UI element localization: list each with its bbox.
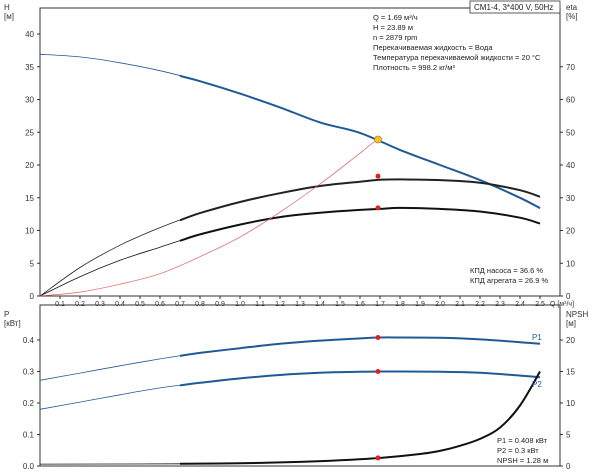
top-series-H-duty-line [179, 74, 541, 210]
duty-point-P1-marker [375, 334, 381, 340]
chart-title: CM1-4, 3*400 V, 50Hz [474, 3, 553, 12]
top-ytick-left-label: 5 [30, 259, 35, 268]
duty-point-P2-marker [375, 369, 381, 374]
top-ytick-right-label: 30 [566, 194, 575, 203]
top-series-eta_unit-duty-line [179, 206, 541, 242]
bottom-info-line: P1 = 0.408 кВт [497, 436, 548, 445]
info-line: H = 23.89 м [373, 23, 413, 32]
top-series-system-line [39, 136, 381, 297]
xtick-label: 1.6 [355, 301, 365, 308]
xtick-label: 0.3 [95, 301, 105, 308]
bottom-series-P2-duty-line [179, 370, 541, 387]
series-label-P2: P2 [532, 380, 542, 389]
xtick-label: 0.4 [115, 301, 125, 308]
xtick-label: 0.1 [55, 301, 65, 308]
top-ylabel-left-unit: [м] [4, 12, 14, 21]
xtick-label: 2.3 [495, 301, 505, 308]
eta-info-line: КПД агрегата = 26.9 % [470, 276, 548, 285]
info-line: Q = 1.69 м³/ч [373, 13, 418, 22]
top-series-eta_unit-line [39, 207, 541, 297]
bottom-ylabel-left-unit: [кВт] [4, 319, 21, 328]
xtick-label: 0.9 [215, 301, 225, 308]
top-ytick-right-label: 0 [566, 292, 571, 301]
bottom-ytick-right-label: 5 [566, 431, 571, 440]
top-ylabel-right: eta [566, 3, 578, 12]
bottom-ytick-left-label: 0.0 [23, 462, 35, 471]
xtick-label: 1.4 [315, 301, 325, 308]
top-ytick-left-label: 25 [25, 128, 34, 137]
top-ytick-right-label: 60 [566, 96, 575, 105]
xtick-label: 0.8 [195, 301, 205, 308]
bottom-ylabel-right-unit: [м] [566, 319, 576, 328]
xtick-label: 2.5 [535, 301, 545, 308]
xtick-label: 1.5 [335, 301, 345, 308]
bottom-info-line: NPSH = 1.28 м [497, 456, 548, 465]
bottom-info-line: P2 = 0.3 кВт [497, 446, 539, 455]
top-series-H-line [39, 53, 541, 209]
top-ytick-left-label: 30 [25, 96, 34, 105]
xtick-label: 0.2 [75, 301, 85, 308]
bottom-series-P2-line [39, 371, 541, 410]
bottom-ytick-right-label: 10 [566, 399, 575, 408]
xtick-label: 1.7 [375, 301, 385, 308]
bottom-ytick-right-label: 20 [566, 336, 575, 345]
duty-point-H-marker [374, 135, 382, 144]
info-line: Плотность = 998.2 кг/м³ [373, 63, 455, 72]
series-label-P1: P1 [532, 333, 542, 342]
bottom-series-NPSH-line [39, 371, 541, 465]
xtick-label: 1.0 [235, 301, 245, 308]
top-series-eta_pump-duty-line [179, 178, 541, 222]
bottom-ytick-left-label: 0.1 [23, 431, 35, 440]
top-series-eta_pump-line [39, 178, 541, 297]
top-ytick-right-label: 40 [566, 161, 575, 170]
bottom-ytick-left-label: 0.4 [23, 336, 35, 345]
top-ylabel-right-unit: [%] [566, 12, 578, 21]
xtick-label: 1.8 [395, 301, 405, 308]
top-ytick-right-label: 50 [566, 128, 575, 137]
xtick-label: 1.3 [295, 301, 305, 308]
top-ylabel-left: H [4, 3, 10, 12]
xtick-label: 2.2 [475, 301, 485, 308]
xtick-label: 0.7 [175, 301, 185, 308]
top-ytick-left-label: 15 [25, 194, 34, 203]
top-ytick-left-label: 0 [30, 292, 35, 301]
bottom-ylabel-left: P [4, 310, 9, 319]
xtick-label: 1.9 [415, 301, 425, 308]
top-ytick-left-label: 40 [25, 30, 34, 39]
bottom-series-P1-duty-line [179, 336, 541, 357]
xtick-label: 0.5 [135, 301, 145, 308]
top-ytick-left-label: 20 [25, 161, 34, 170]
bottom-ytick-left-label: 0.3 [23, 368, 35, 377]
xtick-label: 1.2 [275, 301, 285, 308]
bottom-series-NPSH-duty-line [179, 370, 541, 465]
bottom-ytick-right-label: 0 [566, 462, 571, 471]
info-line: Температура перекачиваемой жидкости = 20… [373, 53, 541, 62]
xtick-label: 1.1 [255, 301, 265, 308]
title-box [469, 0, 561, 14]
info-line: n = 2879 rpm [373, 33, 417, 42]
xtick-label: 2.1 [455, 301, 465, 308]
duty-point-NPSH-marker [375, 455, 381, 461]
xtick-label: 0.6 [155, 301, 165, 308]
xtick-label: 2.0 [435, 301, 445, 308]
info-line: Перекачиваемая жидкость = Вода [373, 43, 493, 52]
top-ytick-right-label: 10 [566, 259, 575, 268]
bottom-ytick-right-label: 15 [566, 368, 575, 377]
xlabel: Q [м³/ч] [550, 301, 574, 308]
duty-point-eta-pump-marker [375, 173, 381, 179]
bottom-plot-frame [39, 304, 561, 467]
bottom-ytick-left-label: 0.2 [23, 399, 35, 408]
top-ytick-left-label: 35 [25, 63, 34, 72]
xtick-label: 2.4 [515, 301, 525, 308]
eta-info-line: КПД насоса = 36.6 % [470, 266, 543, 275]
duty-point-eta-unit-marker [375, 205, 381, 211]
top-ytick-right-label: 70 [566, 63, 575, 72]
top-ytick-right-label: 20 [566, 227, 575, 236]
bottom-ylabel-right: NPSH [566, 310, 588, 319]
top-ytick-left-label: 10 [25, 227, 34, 236]
